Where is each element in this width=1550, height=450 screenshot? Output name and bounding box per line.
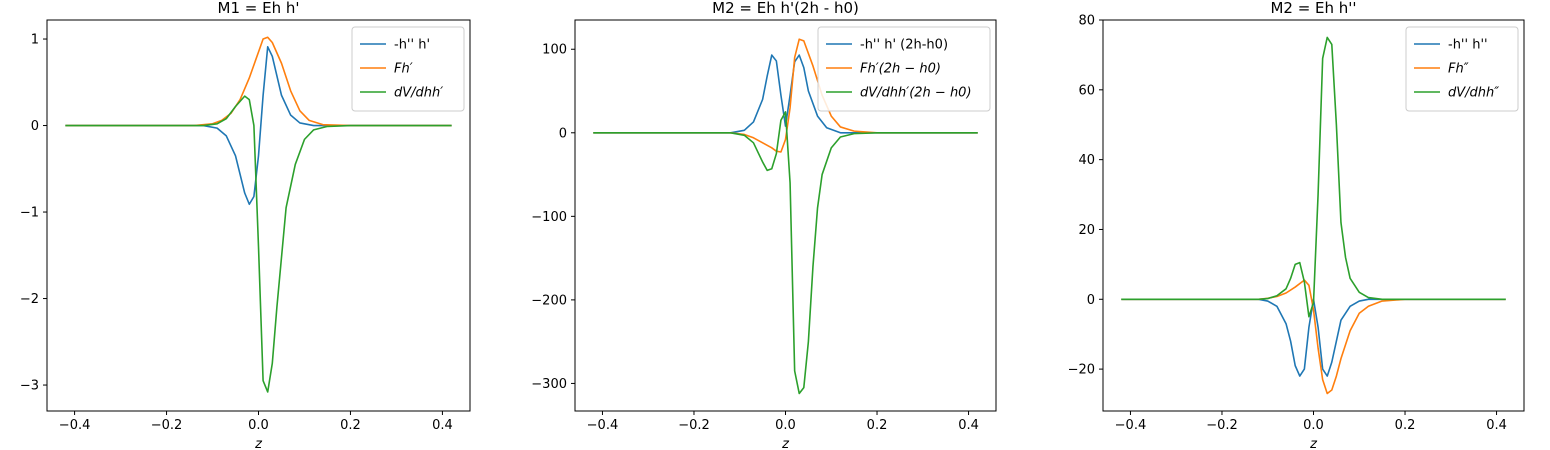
legend-box [351,26,465,112]
chart-panel-1: −0.4 −0.2 0.0 0.2 0.4 −3 −2 −1 0 1 M1 = Eh h' z -h''… [20,0,471,450]
series-group [593,38,978,395]
y-tick-label: −300 [531,377,567,392]
y-tick-label: −200 [531,293,567,308]
chart-title: M2 = Eh h'(2h - h0) [712,0,859,17]
legend-label: Fh″ [1448,62,1469,77]
series-line-2 [593,38,978,153]
y-tick-label: −1 [20,206,39,221]
legend-label: dV/dhh′ [394,86,443,101]
series-line-2 [65,36,452,127]
y-tick-label: 40 [1078,153,1095,168]
y-tick-label: 1 [31,33,39,48]
x-tick-label: 0.0 [775,418,796,433]
y-tick-label: 20 [1078,223,1095,238]
legend-label: Fh′(2h − h0) [860,62,941,77]
x-tick-label: −0.2 [1206,418,1238,433]
x-axis-label: z [254,437,263,450]
x-tick-label: 0.0 [1303,418,1324,433]
legend-box [1405,26,1519,112]
series-line-1 [593,54,978,134]
chart-panel-3: −0.4 −0.2 0.0 0.2 0.4 −20 0 20 40 60 80 M2 = Eh h''… [1068,0,1525,450]
x-tick-label: 0.2 [1395,418,1416,433]
x-tick-label: −0.4 [1115,418,1147,433]
x-tick-label: 0.4 [958,418,979,433]
x-tick-label: 0.2 [340,418,361,433]
legend-box [817,26,991,112]
legend: -h'' h'' Fh″ dV/dhh″ [1405,26,1519,112]
y-tick-label: −100 [531,210,567,225]
x-tick-label: 0.4 [1486,418,1507,433]
x-tick-label: −0.2 [678,418,710,433]
chart-panel-2: −0.4 −0.2 0.0 0.2 0.4 −300 −200 −100 0 100 M2 = Eh… [531,0,997,450]
x-tick-label: −0.2 [151,418,183,433]
series-line-1 [65,46,452,206]
x-tick-label: 0.2 [867,418,888,433]
x-tick-label: −0.4 [59,418,91,433]
x-axis-label: z [781,437,790,450]
y-tick-label: −20 [1068,363,1095,378]
y-tick-label: 80 [1078,14,1095,29]
legend-label: dV/dhh′(2h − h0) [860,86,972,101]
legend: -h'' h' Fh′ dV/dhh′ [351,26,465,112]
legend: -h'' h' (2h-h0) Fh′(2h − h0) dV/dhh′(2h − … [817,26,991,112]
legend-label: -h'' h' [394,38,430,53]
chart-title: M2 = Eh h'' [1270,0,1356,17]
x-tick-label: 0.0 [248,418,269,433]
y-tick-label: 100 [542,43,567,58]
legend-label: -h'' h' (2h-h0) [860,38,948,53]
x-axis-label: z [1309,437,1318,450]
series-line-3 [1121,36,1506,318]
series-line-2 [1121,279,1506,395]
x-tick-label: 0.4 [432,418,453,433]
x-tick-label: −0.4 [587,418,619,433]
legend-label: Fh′ [394,62,413,77]
chart-title: M1 = Eh h' [218,0,300,17]
legend-label: -h'' h'' [1448,38,1488,53]
series-group [1121,36,1506,395]
y-tick-label: 0 [31,119,39,134]
legend-label: dV/dhh″ [1448,86,1499,101]
y-tick-label: −3 [20,379,39,394]
y-tick-label: −2 [20,292,39,307]
series-line-3 [65,95,452,393]
y-tick-label: 0 [559,126,567,141]
y-tick-label: 60 [1078,83,1095,98]
series-line-3 [593,111,978,395]
series-group [65,36,452,393]
y-tick-label: 0 [1087,293,1095,308]
